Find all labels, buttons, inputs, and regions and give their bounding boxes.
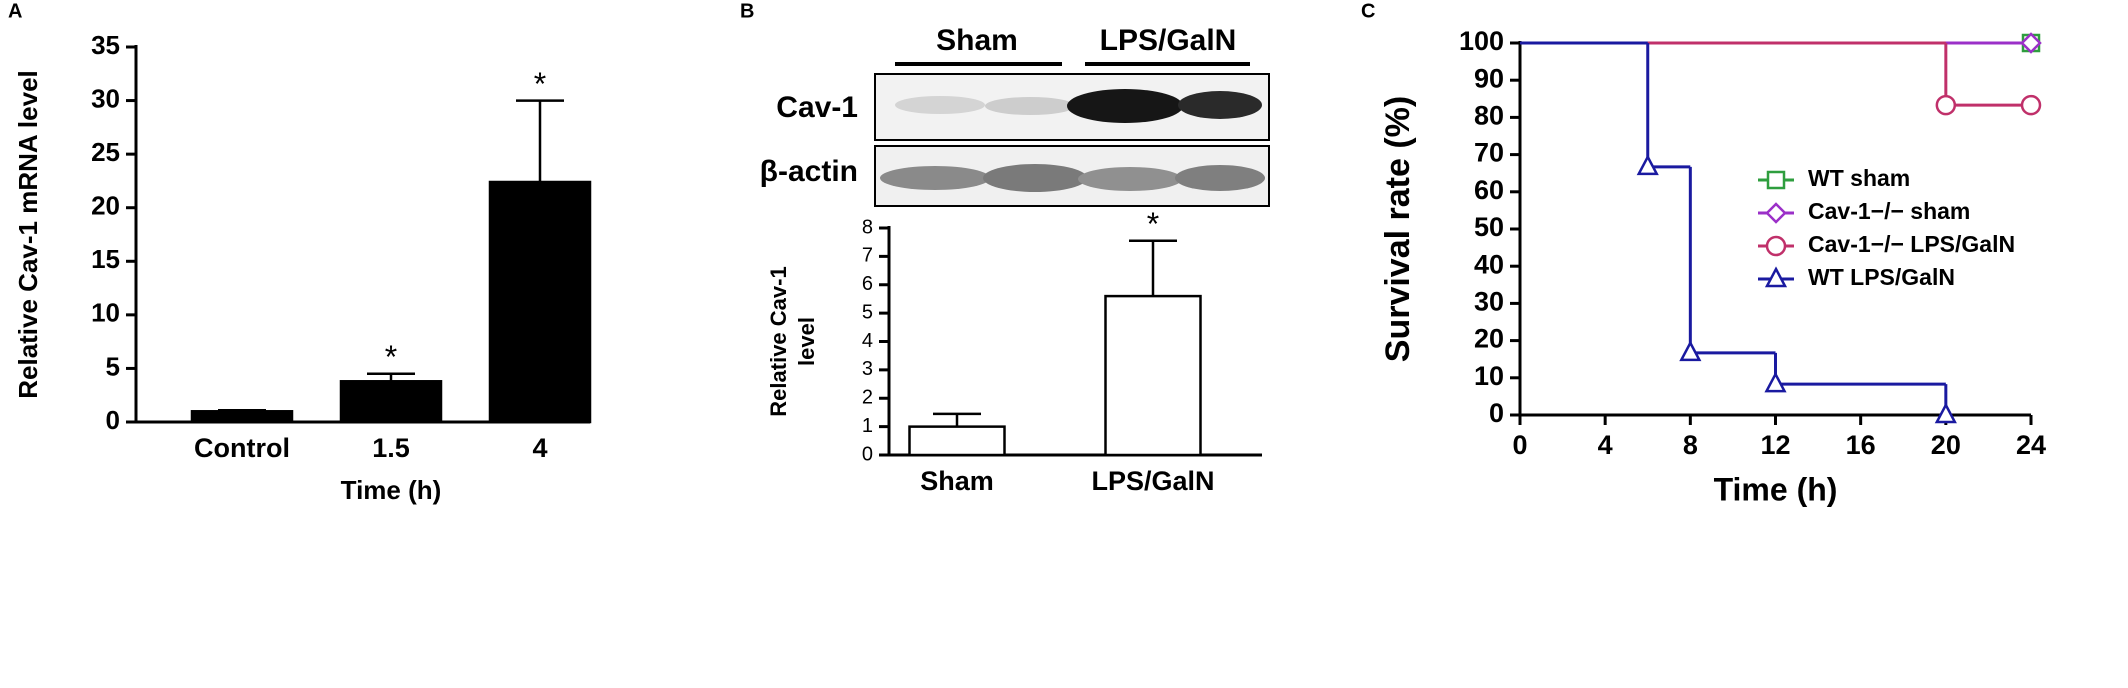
x-tick-label: 4 [532, 433, 547, 463]
x-tick-label: 24 [2016, 430, 2046, 460]
y-tick-label: 60 [1474, 175, 1504, 205]
y-tick-label: 3 [862, 358, 873, 380]
y-tick-label: 0 [1489, 398, 1504, 428]
x-tick-label: 1.5 [372, 433, 410, 463]
y-tick-label: 4 [862, 330, 873, 352]
y-tick-label: 15 [91, 244, 120, 274]
y-tick-label: 30 [91, 83, 120, 113]
y-tick-label: 6 [862, 273, 873, 295]
y-tick-label: 35 [91, 30, 120, 60]
y-tick-label: 10 [91, 298, 120, 328]
y-tick-label: 40 [1474, 249, 1504, 279]
y-tick-label: 0 [106, 405, 120, 435]
legend-label: Cav-1−/− sham [1808, 198, 1970, 224]
y-tick-label: 8 [862, 216, 873, 238]
y-tick-label: 2 [862, 387, 873, 409]
blot-column-label: LPS/GalN [1100, 24, 1237, 57]
panel-label: B [740, 0, 754, 22]
x-tick-label: 16 [1846, 430, 1876, 460]
significance: * [1147, 206, 1159, 242]
x-axis-label: Time (h) [1714, 471, 1838, 507]
x-axis-label: Time (h) [341, 475, 442, 505]
y-axis-label: Relative Cav-1 mRNA level [13, 70, 43, 399]
x-tick-label: LPS/GalN [1091, 466, 1214, 496]
legend-marker [1766, 170, 1786, 190]
x-tick-label: 12 [1760, 430, 1790, 460]
x-tick-label: Sham [920, 466, 994, 496]
y-tick-label: 0 [862, 443, 873, 465]
y-tick-label: 7 [862, 245, 873, 267]
band [1175, 165, 1265, 191]
bar [339, 380, 443, 424]
y-tick-label: 25 [91, 137, 120, 167]
legend-marker [1765, 202, 1787, 224]
marker [1764, 371, 1787, 393]
legend-label: WT sham [1808, 165, 1910, 191]
marker [2020, 32, 2042, 54]
marker [1934, 402, 1957, 424]
x-tick-label: 8 [1683, 430, 1698, 460]
y-tick-label: 80 [1474, 101, 1504, 131]
y-axis-label: Relative Cav-1 [766, 266, 791, 416]
significance: * [534, 66, 546, 102]
band [1178, 91, 1262, 119]
band [880, 166, 990, 190]
blot-row-label: Cav-1 [776, 91, 858, 124]
bar [190, 410, 294, 424]
blot: Sham LPS/GalN Cav-1 β-actin [760, 24, 1270, 207]
y-tick-label: 90 [1474, 63, 1504, 93]
band [1078, 167, 1182, 191]
y-tick-label: 5 [862, 301, 873, 323]
legend-label: Cav-1−/− LPS/GalN [1808, 231, 2015, 257]
legend-marker [1764, 266, 1788, 288]
y-tick-label: 30 [1474, 287, 1504, 317]
marker [1679, 340, 1702, 362]
band [1067, 89, 1183, 123]
y-axis-label: Survival rate (%) [1379, 96, 1417, 362]
y-tick-label: 70 [1474, 138, 1504, 168]
legend-label: WT LPS/GalN [1808, 264, 1955, 290]
x-tick-label: 20 [1931, 430, 1961, 460]
panel-label: C [1361, 0, 1375, 22]
x-tick-label: 0 [1512, 430, 1527, 460]
bar [488, 180, 592, 424]
marker [1935, 94, 1957, 116]
blot-row-label: β-actin [760, 155, 858, 188]
x-tick-label: Control [194, 433, 290, 463]
y-tick-label: 1 [862, 415, 873, 437]
band [985, 97, 1075, 115]
y-tick-label: 20 [91, 191, 120, 221]
legend-marker [1765, 235, 1787, 257]
y-tick-label: 50 [1474, 212, 1504, 242]
marker [1636, 154, 1659, 176]
marker [2020, 94, 2042, 116]
x-tick-label: 4 [1598, 430, 1613, 460]
band [983, 164, 1087, 192]
band [895, 96, 985, 114]
y-tick-label: 5 [106, 351, 120, 381]
y-axis-label: level [794, 317, 819, 366]
y-tick-label: 20 [1474, 324, 1504, 354]
y-tick-label: 100 [1459, 26, 1504, 56]
y-tick-label: 10 [1474, 361, 1504, 391]
bar [1104, 294, 1202, 457]
bar [908, 425, 1006, 457]
panel-label: A [8, 0, 22, 22]
significance: * [385, 339, 397, 375]
blot-column-label: Sham [936, 24, 1018, 57]
